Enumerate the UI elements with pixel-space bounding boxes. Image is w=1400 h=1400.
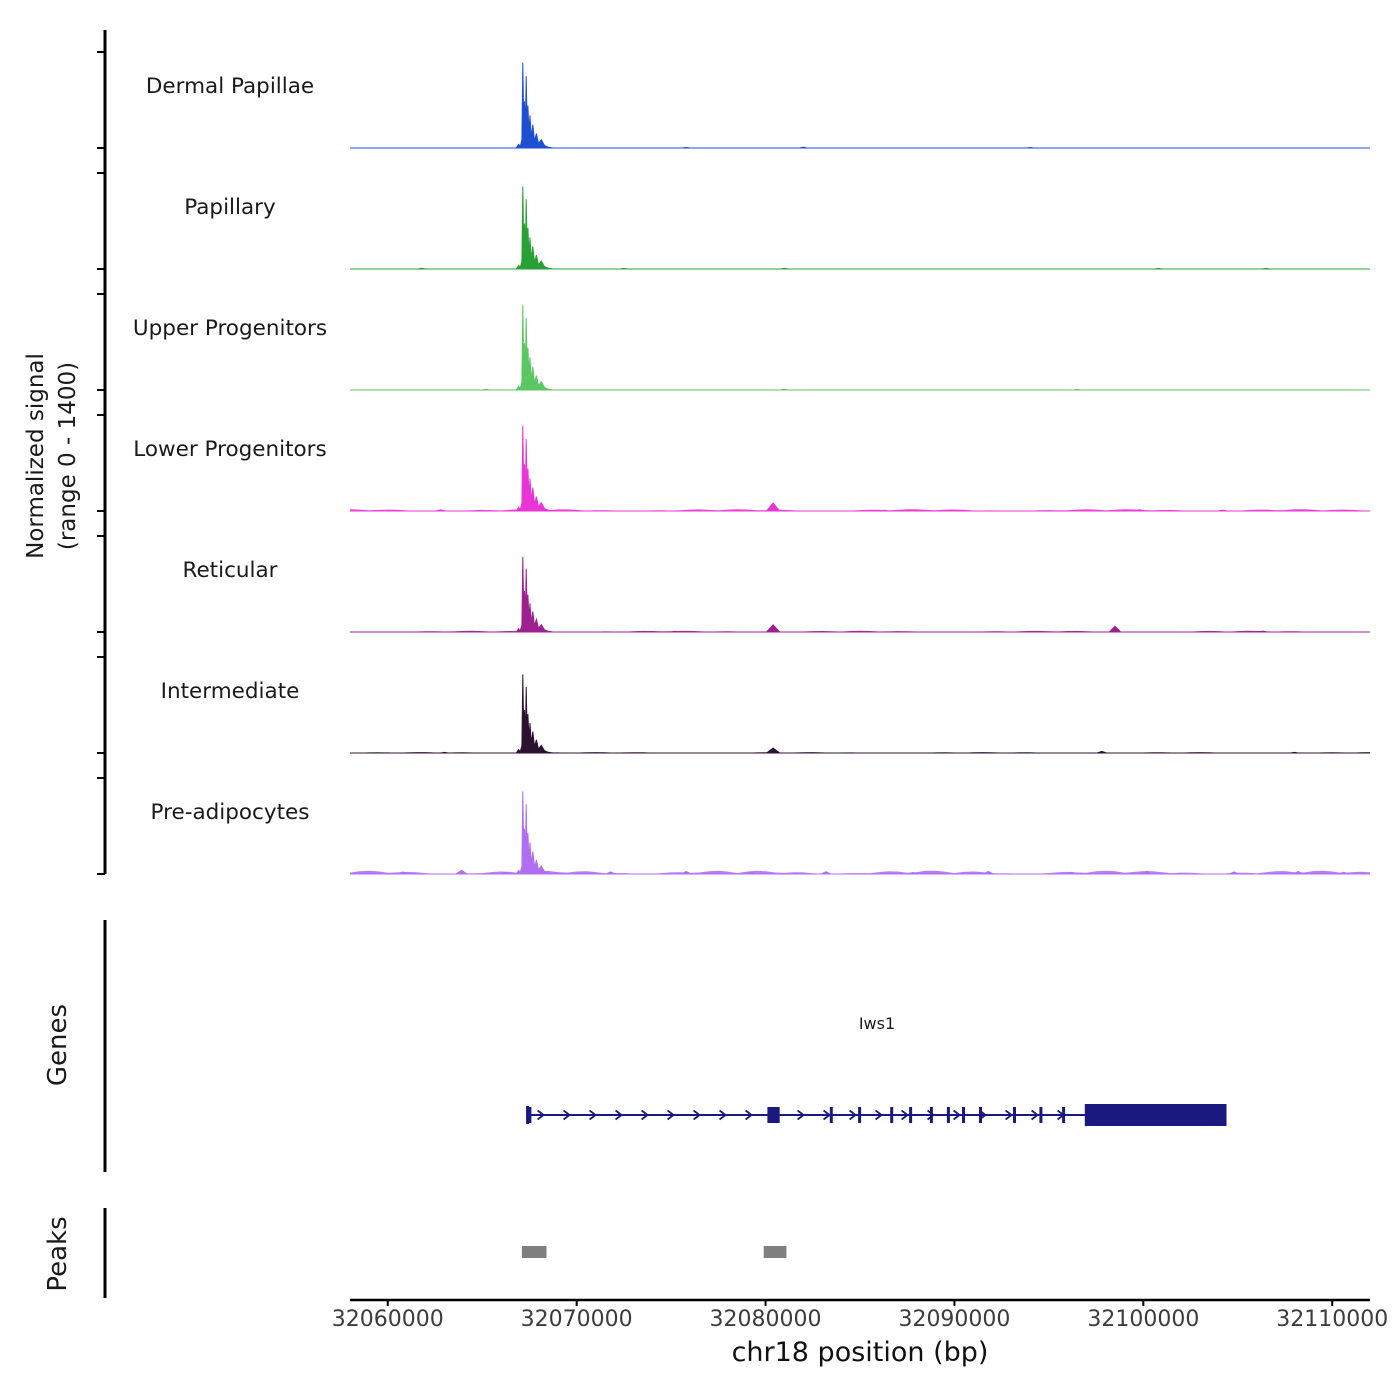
x-tick-label-32080000: 32080000 xyxy=(709,1307,822,1332)
track-label-lower-progenitors: Lower Progenitors xyxy=(133,437,327,462)
signal-track-0 xyxy=(97,51,1370,149)
signal-track-2 xyxy=(97,293,1370,391)
signal-track-4 xyxy=(97,535,1370,633)
track-label-dermal-papillae: Dermal Papillae xyxy=(145,74,315,99)
peaks-axis-label: Peaks xyxy=(43,1216,73,1292)
x-tick-label-32100000: 32100000 xyxy=(1087,1307,1200,1332)
signal-track-5 xyxy=(97,656,1370,754)
track-label-papillary: Papillary xyxy=(184,195,276,220)
gene-model-iws1 xyxy=(526,1104,1227,1126)
signal-track-3 xyxy=(97,414,1370,512)
track-label-pre-adipocytes: Pre-adipocytes xyxy=(150,800,310,825)
peaks-boxes xyxy=(521,1246,787,1258)
genes-axis-label: Genes xyxy=(43,1003,73,1087)
signal-track-1 xyxy=(97,172,1370,270)
track-label-intermediate: Intermediate xyxy=(160,679,300,704)
x-tick-label-32070000: 32070000 xyxy=(520,1307,633,1332)
x-tick-label-32110000: 32110000 xyxy=(1276,1307,1389,1332)
track-label-reticular: Reticular xyxy=(182,558,278,583)
gene-name-label: Iws1 xyxy=(858,1014,896,1033)
signal-track-6 xyxy=(97,777,1370,875)
x-tick-label-32060000: 32060000 xyxy=(331,1307,444,1332)
y-axis-label: Normalized signal (range 0 - 1400) xyxy=(22,353,81,559)
x-tick-label-32090000: 32090000 xyxy=(898,1307,1011,1332)
x-axis-title: chr18 position (bp) xyxy=(731,1337,989,1368)
track-label-upper-progenitors: Upper Progenitors xyxy=(132,316,328,341)
